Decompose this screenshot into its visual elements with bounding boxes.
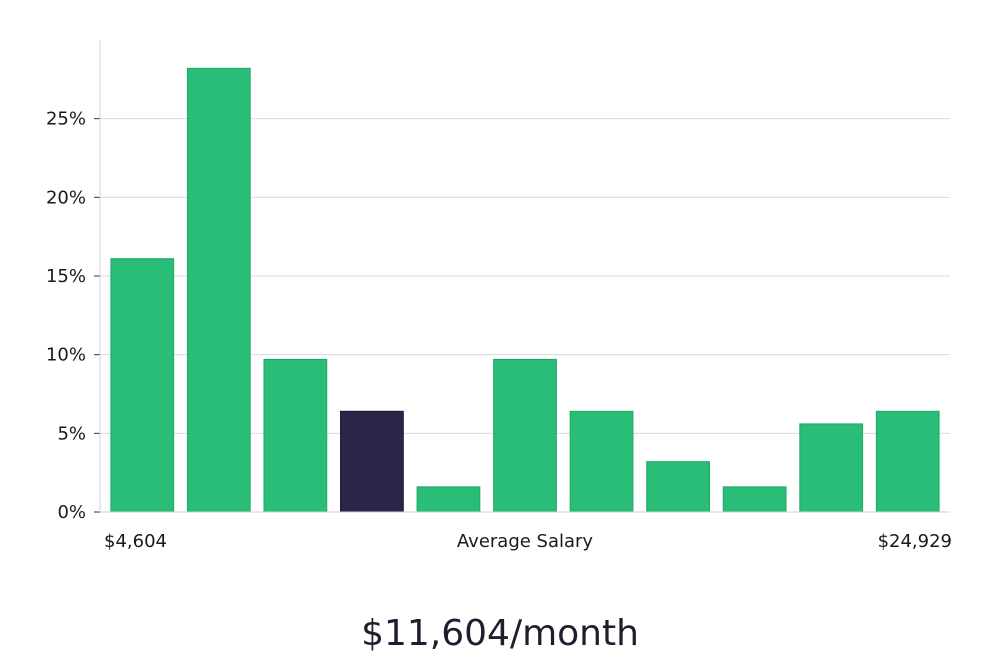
bar-highlighted [340, 410, 404, 513]
y-tick-label: 25% [46, 109, 86, 130]
y-tick-label: 20% [46, 187, 86, 208]
labels-layer: $4,604 Average Salary $24,929 [104, 531, 952, 552]
y-tick-label: 5% [57, 423, 86, 444]
bar [416, 486, 481, 513]
x-axis-title: Average Salary [457, 531, 594, 552]
bar [799, 423, 864, 513]
average-salary-headline: $11,604/month [361, 613, 639, 654]
chart-svg: 0% 5% 10% 15% 20% 25% $4,604 Average Salary $… [46, 40, 952, 552]
x-max-label: $24,929 [878, 531, 952, 552]
bar [569, 410, 634, 513]
bar [493, 358, 557, 513]
y-tick-label: 15% [46, 266, 86, 287]
bar [646, 461, 710, 513]
y-tick-label: 0% [57, 502, 86, 523]
bar [875, 410, 940, 513]
bar [186, 67, 251, 513]
x-min-label: $4,604 [104, 531, 167, 552]
y-tick-label: 10% [46, 345, 86, 366]
bars-layer [110, 67, 940, 513]
bar [110, 258, 175, 513]
bar [722, 486, 787, 513]
bar [263, 358, 328, 513]
axis-layer [99, 40, 950, 513]
